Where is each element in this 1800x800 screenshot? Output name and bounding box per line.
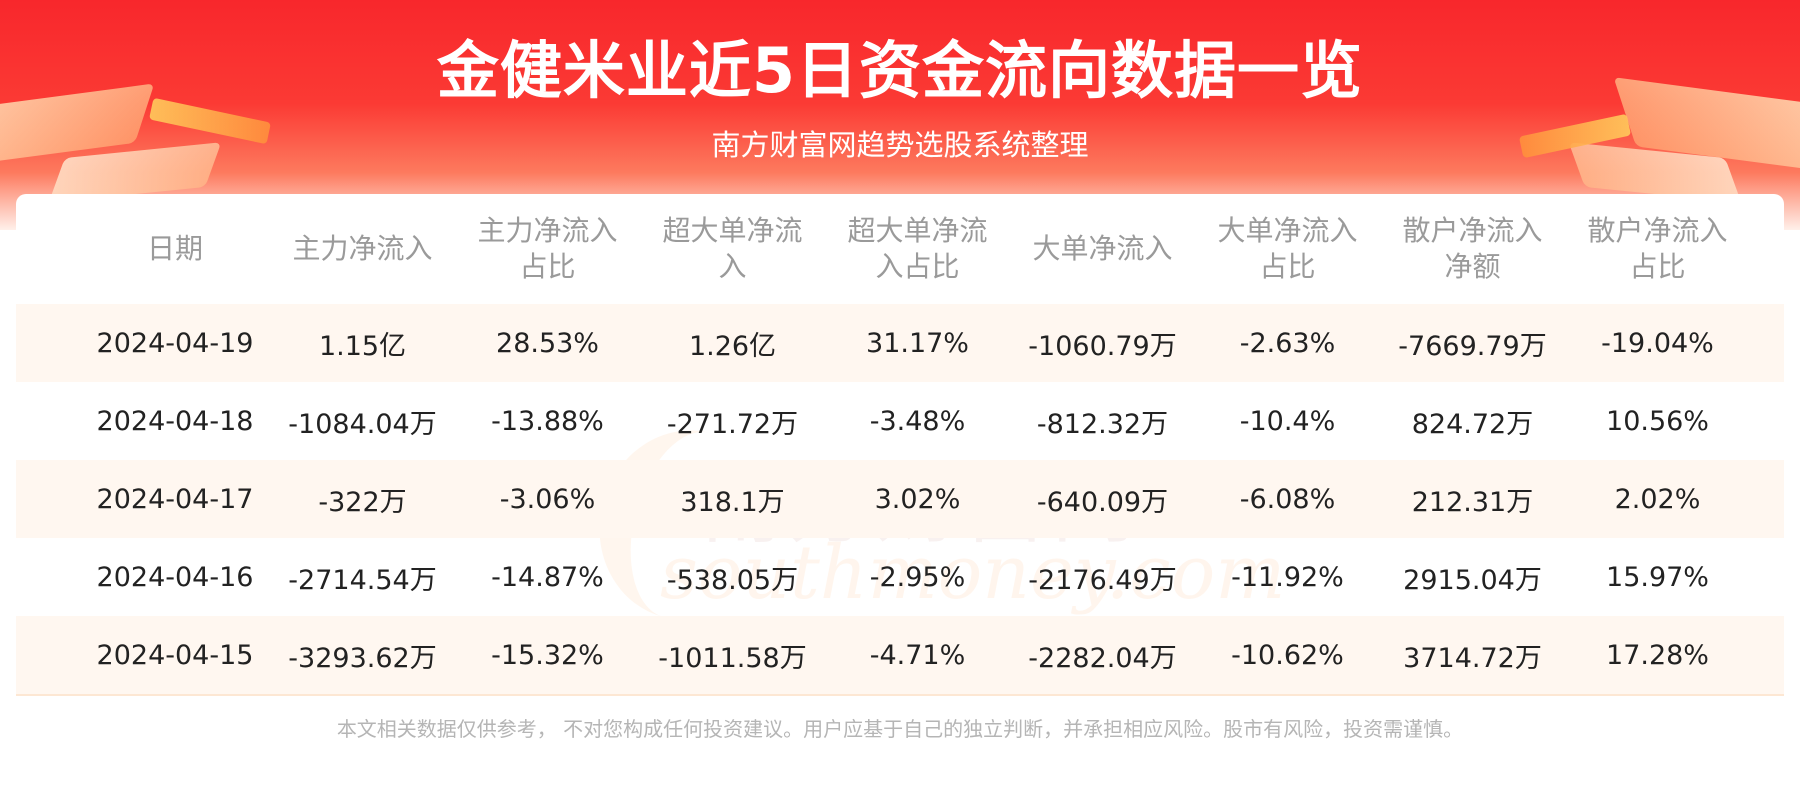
table-row: 2024-04-18 -1084.04万 -13.88% -271.72万 -3.48%… xyxy=(16,382,1784,460)
footer-divider xyxy=(16,694,1784,696)
value-cell: -6.08% xyxy=(1239,483,1336,515)
value-cell: 212.31万 xyxy=(1411,486,1534,518)
value-cell: -7669.79万 xyxy=(1398,330,1547,362)
value-cell: 2.02% xyxy=(1614,483,1701,515)
column-header-line: 大单净流入 xyxy=(1032,232,1173,265)
column-header: 超大单净流入 xyxy=(640,213,825,285)
column-header-line: 净额 xyxy=(1444,250,1501,283)
column-header-line: 大单净流入 xyxy=(1217,214,1358,247)
value-cell: -14.87% xyxy=(491,561,604,593)
column-header-line: 超大单净流 xyxy=(662,214,803,247)
value-cell: -10.62% xyxy=(1231,639,1344,671)
column-header: 日期 xyxy=(80,231,270,267)
value-cell: 31.17% xyxy=(866,327,969,359)
value-cell: -3.48% xyxy=(869,405,966,437)
value-cell: -322万 xyxy=(318,486,407,518)
column-header-line: 日期 xyxy=(146,232,203,265)
value-cell: -1060.79万 xyxy=(1028,330,1177,362)
value-cell: 1.15亿 xyxy=(318,330,407,362)
page-title: 金健米业近5日资金流向数据一览 xyxy=(436,34,1364,107)
value-cell: -538.05万 xyxy=(666,564,799,596)
value-cell: -2176.49万 xyxy=(1028,564,1177,596)
value-cell: -10.4% xyxy=(1239,405,1336,437)
date-cell: 2024-04-16 xyxy=(96,561,254,593)
header-banner: 金健米业近5日资金流向数据一览 南方财富网趋势选股系统整理 xyxy=(0,0,1800,230)
value-cell: -2.63% xyxy=(1239,327,1336,359)
column-header-line: 占比 xyxy=(1629,250,1686,283)
value-cell: 3.02% xyxy=(874,483,961,515)
column-header-line: 入占比 xyxy=(875,250,960,283)
date-cell: 2024-04-15 xyxy=(96,639,254,671)
column-header-line: 散户净流入 xyxy=(1402,214,1543,247)
column-header-line: 散户净流入 xyxy=(1587,214,1728,247)
page-subtitle: 南方财富网趋势选股系统整理 xyxy=(711,128,1089,162)
column-header: 大单净流入 xyxy=(1010,231,1195,267)
date-cell: 2024-04-19 xyxy=(96,327,254,359)
column-header: 主力净流入 占比 xyxy=(455,213,640,285)
value-cell: -1084.04万 xyxy=(288,408,437,440)
value-cell: 15.97% xyxy=(1606,561,1709,593)
table-row: 2024-04-15 -3293.62万 -15.32% -1011.58万 -4.71… xyxy=(16,616,1784,694)
column-header: 散户净流入 占比 xyxy=(1565,213,1750,285)
value-cell: -4.71% xyxy=(869,639,966,671)
value-cell: -2714.54万 xyxy=(288,564,437,596)
value-cell: -15.32% xyxy=(491,639,604,671)
column-header-line: 占比 xyxy=(519,250,576,283)
footer-disclaimer: 本文相关数据仅供参考， 不对您构成任何投资建议。用户应基于自己的独立判断，并承担… xyxy=(336,717,1464,741)
column-header: 主力净流入 xyxy=(270,231,455,267)
value-cell: 28.53% xyxy=(496,327,599,359)
value-cell: -1011.58万 xyxy=(658,642,807,674)
value-cell: 318.1万 xyxy=(680,486,785,518)
value-cell: -2.95% xyxy=(869,561,966,593)
value-cell: 2915.04万 xyxy=(1403,564,1542,596)
table-row: 2024-04-17 -322万 -3.06% 318.1万 3.02% -640.09万… xyxy=(16,460,1784,538)
value-cell: -3.06% xyxy=(499,483,596,515)
column-header-line: 入 xyxy=(718,250,747,283)
value-cell: -640.09万 xyxy=(1036,486,1169,518)
column-header-line: 主力净流入 xyxy=(292,232,433,265)
value-cell: -812.32万 xyxy=(1036,408,1169,440)
table-row: 2024-04-19 1.15亿 28.53% 1.26亿 31.17% -1060.79… xyxy=(16,304,1784,382)
table-card xyxy=(16,194,1784,694)
value-cell: 10.56% xyxy=(1606,405,1709,437)
value-cell: 824.72万 xyxy=(1411,408,1534,440)
value-cell: -271.72万 xyxy=(666,408,799,440)
column-header-line: 超大单净流 xyxy=(847,214,988,247)
value-cell: -3293.62万 xyxy=(288,642,437,674)
value-cell: -13.88% xyxy=(491,405,604,437)
column-header: 散户净流入 净额 xyxy=(1380,213,1565,285)
table-row: 2024-04-16 -2714.54万 -14.87% -538.05万 -2.95%… xyxy=(16,538,1784,616)
date-cell: 2024-04-18 xyxy=(96,405,254,437)
table-header-row: 日期 主力净流入 主力净流入 占比 超大单净流入超大单净流 入占比 大单净流入 大单净流入 占比… xyxy=(16,194,1784,304)
value-cell: 3714.72万 xyxy=(1403,642,1542,674)
value-cell: 1.26亿 xyxy=(688,330,777,362)
column-header: 超大单净流 入占比 xyxy=(825,213,1010,285)
column-header-line: 占比 xyxy=(1259,250,1316,283)
value-cell: -19.04% xyxy=(1601,327,1714,359)
date-cell: 2024-04-17 xyxy=(96,483,254,515)
value-cell: -11.92% xyxy=(1231,561,1344,593)
column-header: 大单净流入 占比 xyxy=(1195,213,1380,285)
value-cell: 17.28% xyxy=(1606,639,1709,671)
column-header-line: 主力净流入 xyxy=(477,214,618,247)
value-cell: -2282.04万 xyxy=(1028,642,1177,674)
